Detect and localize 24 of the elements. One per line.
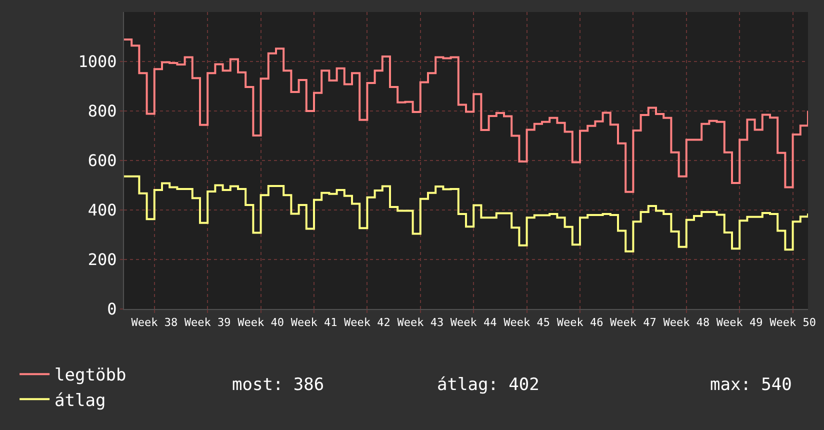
y-tick-label: 600 bbox=[88, 151, 117, 170]
y-tick-label: 1000 bbox=[78, 52, 117, 72]
x-tick-label: Week 39 bbox=[184, 316, 231, 330]
x-tick-label: Week 41 bbox=[290, 316, 338, 330]
x-tick-label: Week 50 bbox=[770, 316, 816, 330]
text: most: 386 bbox=[232, 375, 324, 395]
y-tick-label: 400 bbox=[88, 200, 117, 220]
legend-label: átlag bbox=[54, 390, 106, 411]
x-tick-label: Week 48 bbox=[663, 316, 710, 330]
legend-label: legtöbb bbox=[54, 366, 126, 386]
x-tick-label: Week 44 bbox=[450, 316, 498, 330]
x-tick-label: Week 38 bbox=[131, 316, 178, 330]
x-tick-label: Week 42 bbox=[344, 316, 390, 330]
x-tick-label: Week 49 bbox=[716, 316, 763, 330]
y-tick-label: 200 bbox=[88, 250, 117, 270]
x-tick-label: Week 46 bbox=[556, 316, 604, 330]
text: max: 540 bbox=[710, 375, 792, 395]
x-tick-label: Week 43 bbox=[397, 316, 444, 330]
x-tick-label: Week 40 bbox=[238, 316, 284, 330]
y-tick-label: 0 bbox=[107, 300, 117, 319]
y-tick-label: 800 bbox=[88, 102, 117, 121]
text: átlag: 402 bbox=[437, 375, 540, 395]
x-tick-label: Week 47 bbox=[610, 316, 656, 330]
x-tick-label: Week 45 bbox=[504, 316, 550, 330]
